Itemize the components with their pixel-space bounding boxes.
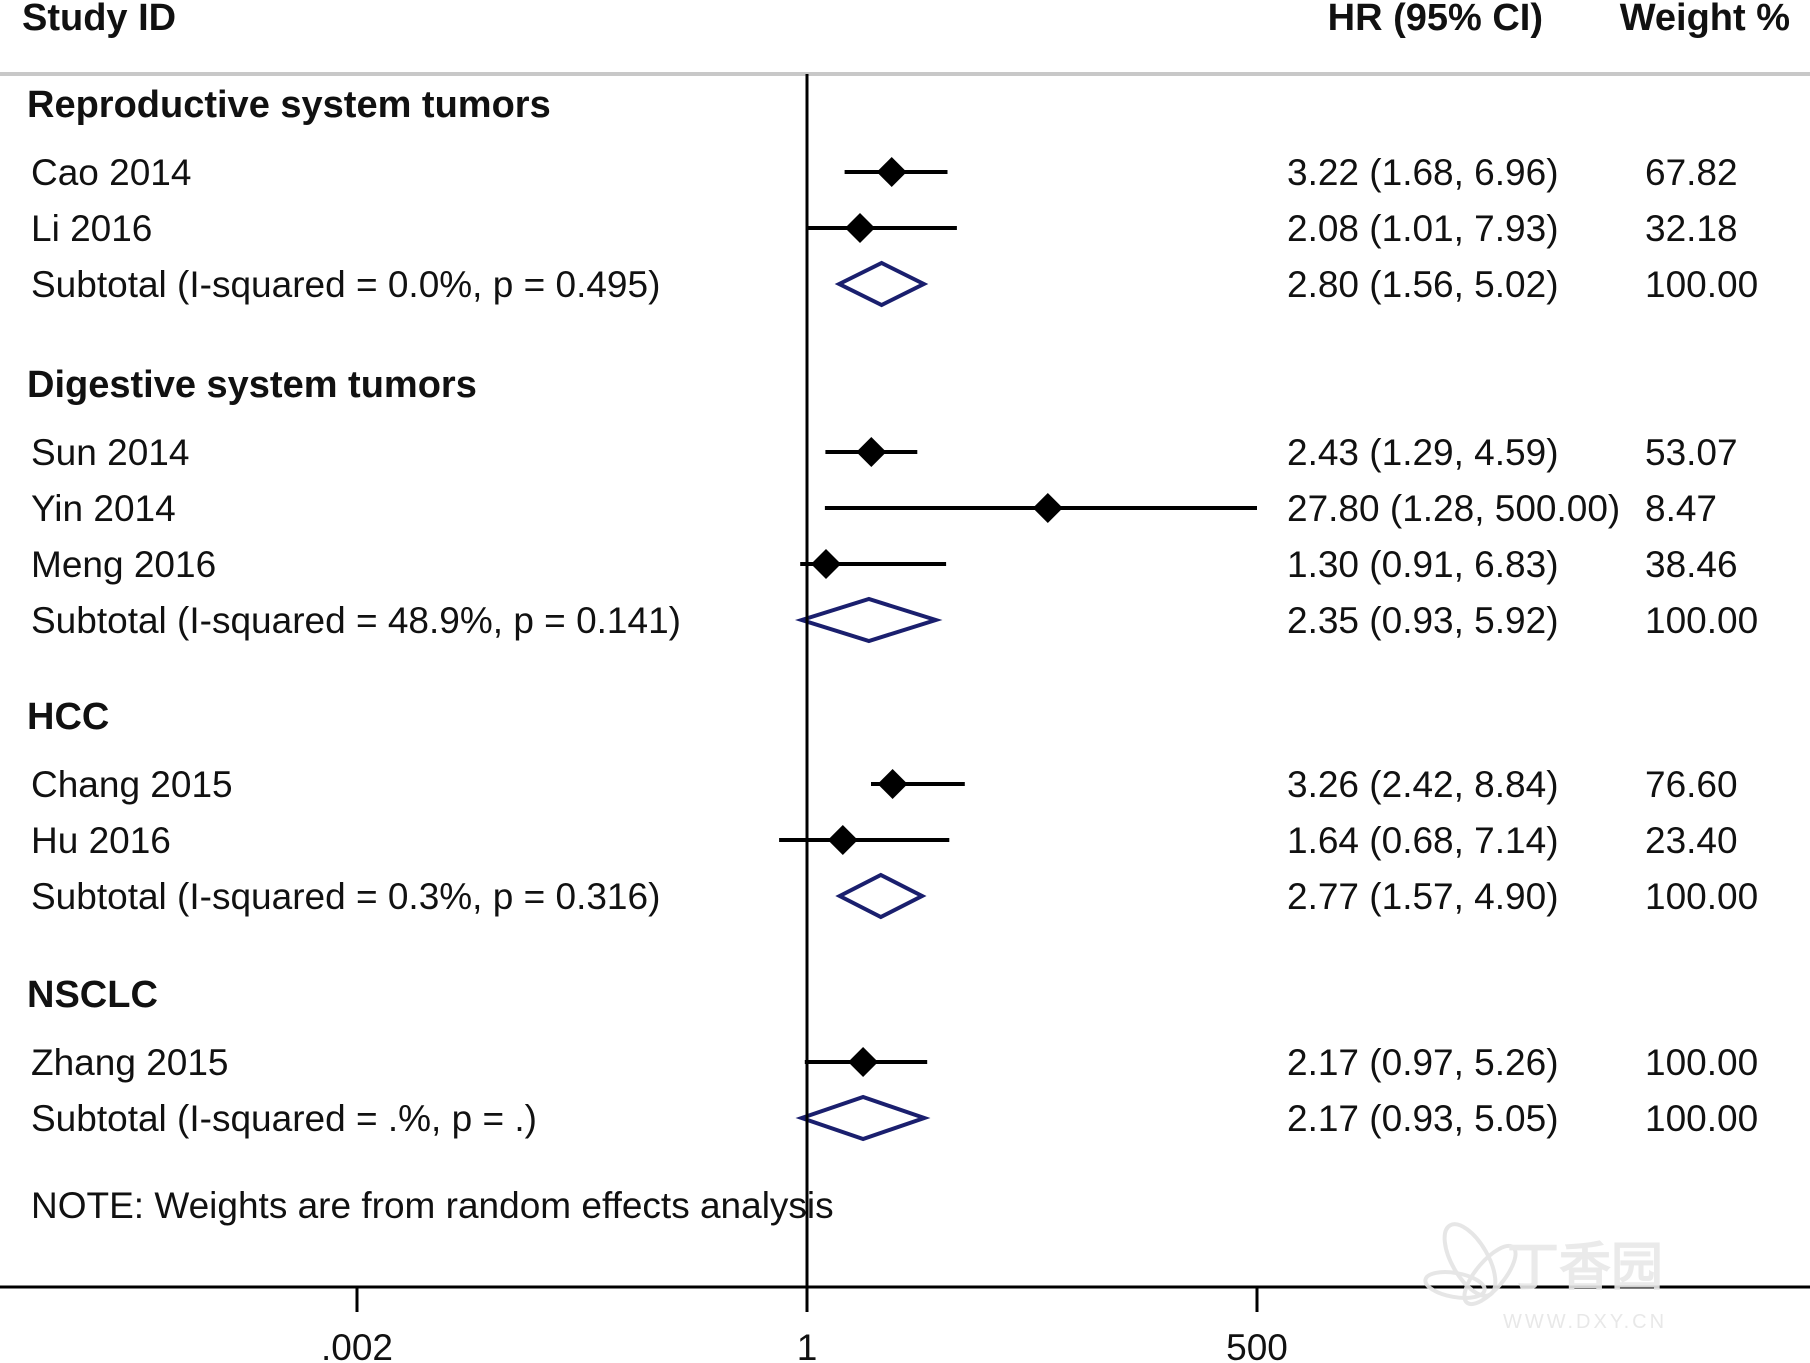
header-weight: Weight % bbox=[1620, 0, 1790, 39]
group-header: Reproductive system tumors bbox=[27, 84, 551, 126]
weight-value: 32.18 bbox=[1645, 208, 1738, 249]
weight-value: 8.47 bbox=[1645, 488, 1717, 529]
x-axis-ticks: .002 1 500 bbox=[321, 1287, 1288, 1363]
hr-ci-value: 2.43 (1.29, 4.59) bbox=[1287, 432, 1559, 473]
subtotal-hr-ci-value: 2.80 (1.56, 5.02) bbox=[1287, 264, 1559, 305]
group-header: Digestive system tumors bbox=[27, 364, 477, 406]
flower-logo-icon bbox=[1423, 1222, 1518, 1307]
subtotal-label: Subtotal (I-squared = 48.9%, p = 0.141) bbox=[31, 600, 681, 641]
study-label: Yin 2014 bbox=[31, 488, 176, 529]
subtotal-weight-value: 100.00 bbox=[1645, 264, 1758, 305]
study-label: Chang 2015 bbox=[31, 764, 233, 805]
study-point-marker bbox=[811, 549, 841, 579]
hr-ci-value: 27.80 (1.28, 500.00) bbox=[1287, 488, 1620, 529]
subtotal-label: Subtotal (I-squared = .%, p = .) bbox=[31, 1098, 537, 1139]
header-hr-ci: HR (95% CI) bbox=[1328, 0, 1543, 39]
watermark-site: WWW.DXY.CN bbox=[1503, 1311, 1667, 1333]
subtotal-label: Subtotal (I-squared = 0.3%, p = 0.316) bbox=[31, 876, 660, 917]
hr-ci-value: 2.17 (0.97, 5.26) bbox=[1287, 1042, 1559, 1083]
study-label: Li 2016 bbox=[31, 208, 152, 249]
weight-value: 67.82 bbox=[1645, 152, 1738, 193]
subtotal-weight-value: 100.00 bbox=[1645, 600, 1758, 641]
group-header: HCC bbox=[27, 696, 109, 738]
study-label: Sun 2014 bbox=[31, 432, 189, 473]
subtotal-weight-value: 100.00 bbox=[1645, 876, 1758, 917]
x-tick-label: 1 bbox=[797, 1327, 818, 1363]
subtotal-hr-ci-value: 2.17 (0.93, 5.05) bbox=[1287, 1098, 1559, 1139]
subtotal-label: Subtotal (I-squared = 0.0%, p = 0.495) bbox=[31, 264, 660, 305]
header-study-id: Study ID bbox=[22, 0, 176, 39]
study-label: Zhang 2015 bbox=[31, 1042, 229, 1083]
study-label: Cao 2014 bbox=[31, 152, 191, 193]
subtotal-diamond bbox=[795, 1094, 931, 1142]
study-label: Hu 2016 bbox=[31, 820, 171, 861]
study-point-marker bbox=[848, 1047, 879, 1077]
study-label: Meng 2016 bbox=[31, 544, 216, 585]
weights-note: NOTE: Weights are from random effects an… bbox=[31, 1185, 834, 1226]
weight-value: 100.00 bbox=[1645, 1042, 1758, 1083]
study-rows: Reproductive system tumors Cao 2014 3.22 (… bbox=[27, 84, 1758, 1142]
x-tick-label: 500 bbox=[1226, 1327, 1288, 1363]
study-point-marker bbox=[827, 825, 858, 855]
weight-value: 53.07 bbox=[1645, 432, 1738, 473]
dxy-watermark: 丁香园 WWW.DXY.CN bbox=[1423, 1222, 1667, 1333]
weight-value: 76.60 bbox=[1645, 764, 1738, 805]
subtotal-hr-ci-value: 2.77 (1.57, 4.90) bbox=[1287, 876, 1559, 917]
subtotal-diamond bbox=[835, 872, 927, 920]
hr-ci-value: 3.22 (1.68, 6.96) bbox=[1287, 152, 1559, 193]
study-point-marker bbox=[1032, 493, 1063, 523]
hr-ci-value: 1.30 (0.91, 6.83) bbox=[1287, 544, 1559, 585]
study-point-marker bbox=[877, 769, 908, 799]
hr-ci-value: 1.64 (0.68, 7.14) bbox=[1287, 820, 1559, 861]
subtotal-hr-ci-value: 2.35 (0.93, 5.92) bbox=[1287, 600, 1559, 641]
study-point-marker bbox=[845, 213, 875, 243]
subtotal-weight-value: 100.00 bbox=[1645, 1098, 1758, 1139]
study-point-marker bbox=[856, 437, 887, 467]
subtotal-diamond bbox=[794, 596, 943, 644]
hr-ci-value: 2.08 (1.01, 7.93) bbox=[1287, 208, 1559, 249]
hr-ci-value: 3.26 (2.42, 8.84) bbox=[1287, 764, 1559, 805]
x-tick-label: .002 bbox=[321, 1327, 393, 1363]
subtotal-diamond bbox=[834, 260, 929, 308]
watermark-brand: 丁香园 bbox=[1507, 1238, 1663, 1298]
weight-value: 23.40 bbox=[1645, 820, 1738, 861]
group-header: NSCLC bbox=[27, 974, 158, 1016]
study-point-marker bbox=[876, 157, 907, 187]
weight-value: 38.46 bbox=[1645, 544, 1738, 585]
